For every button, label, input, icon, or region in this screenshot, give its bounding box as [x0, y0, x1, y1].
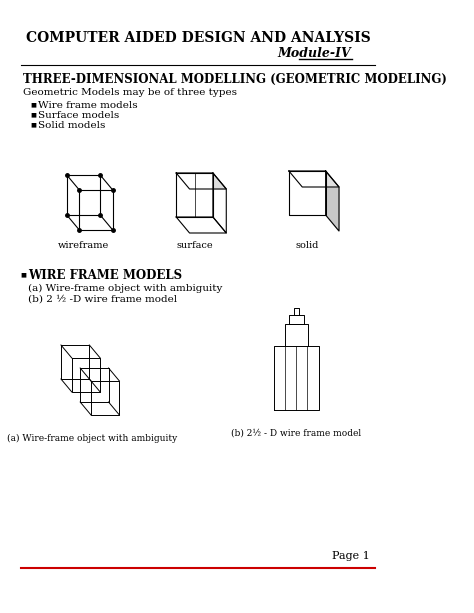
Text: (a) Wire-frame object with ambiguity: (a) Wire-frame object with ambiguity	[28, 283, 223, 292]
Text: Wire frame models: Wire frame models	[38, 101, 138, 110]
Polygon shape	[326, 171, 339, 231]
Text: ■: ■	[20, 273, 26, 278]
Text: COMPUTER AIDED DESIGN AND ANALYSIS: COMPUTER AIDED DESIGN AND ANALYSIS	[26, 31, 370, 45]
Text: ■: ■	[30, 102, 36, 107]
Polygon shape	[213, 173, 226, 233]
Text: Geometric Models may be of three types: Geometric Models may be of three types	[23, 88, 237, 96]
Text: THREE-DIMENSIONAL MODELLING (GEOMETRIC MODELING): THREE-DIMENSIONAL MODELLING (GEOMETRIC M…	[23, 72, 447, 85]
Text: Surface models: Surface models	[38, 110, 119, 120]
Text: Module-IV: Module-IV	[277, 47, 351, 59]
Text: (b) 2½ - D wire frame model: (b) 2½ - D wire frame model	[231, 428, 362, 438]
Text: solid: solid	[296, 240, 319, 249]
Polygon shape	[289, 171, 326, 215]
Text: Solid models: Solid models	[38, 121, 106, 129]
Text: WIRE FRAME MODELS: WIRE FRAME MODELS	[28, 268, 182, 281]
Polygon shape	[176, 173, 226, 189]
Text: surface: surface	[176, 240, 213, 249]
Text: Page 1: Page 1	[332, 551, 370, 561]
Text: wireframe: wireframe	[58, 240, 109, 249]
Text: ■: ■	[30, 113, 36, 118]
Text: (b) 2 ½ -D wire frame model: (b) 2 ½ -D wire frame model	[28, 294, 178, 303]
Text: (a) Wire-frame object with ambiguity: (a) Wire-frame object with ambiguity	[7, 433, 177, 443]
Text: ■: ■	[30, 123, 36, 128]
Polygon shape	[289, 171, 339, 187]
Polygon shape	[176, 173, 213, 217]
